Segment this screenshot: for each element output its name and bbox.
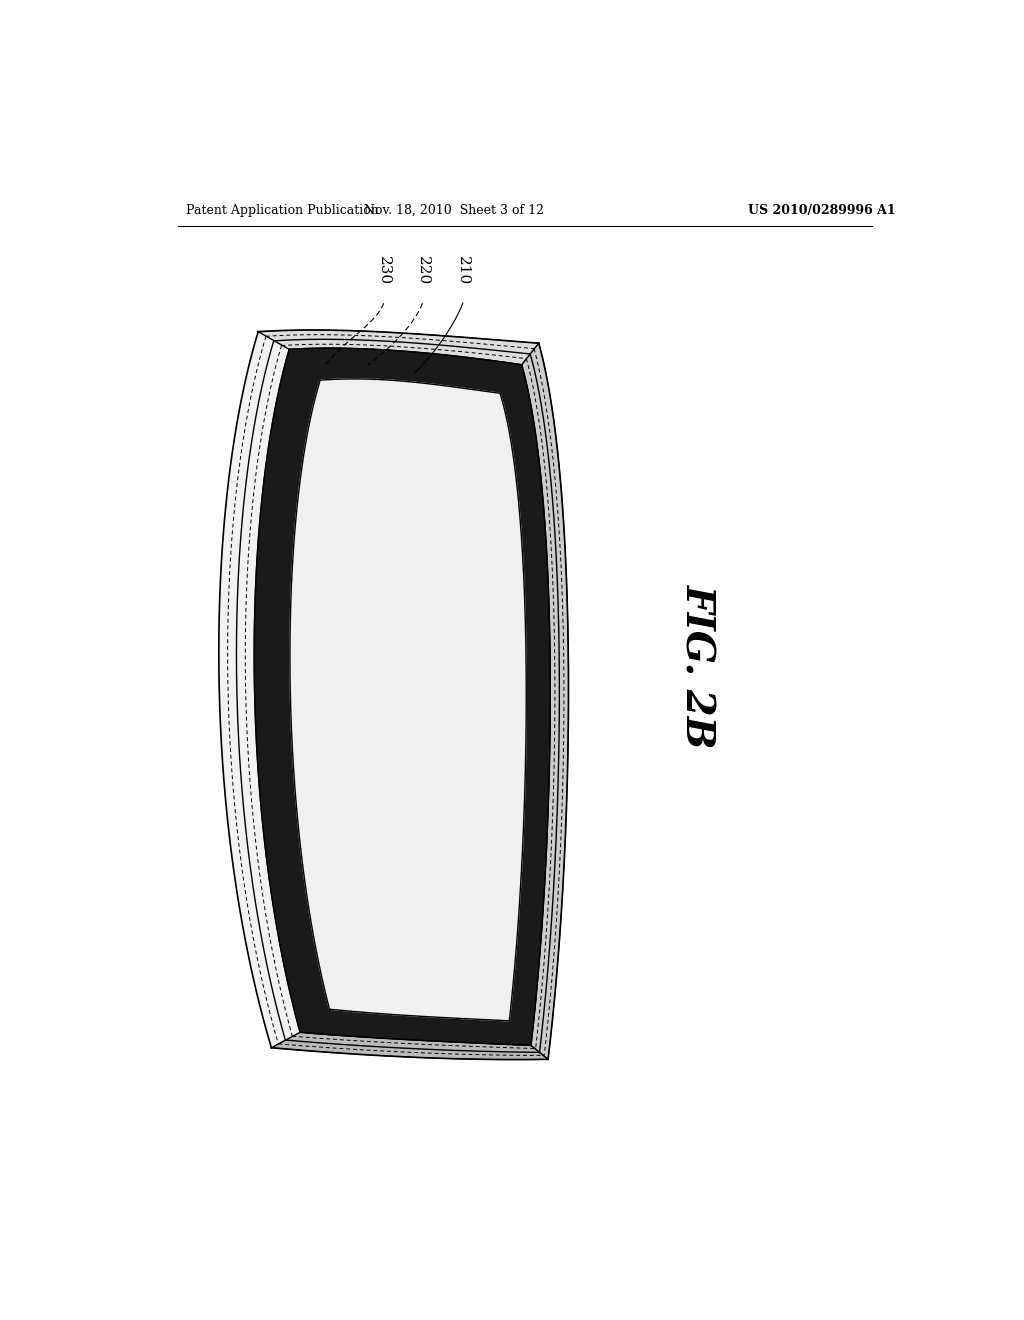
Text: US 2010/0289996 A1: US 2010/0289996 A1 (748, 205, 896, 218)
Polygon shape (521, 343, 568, 1059)
Text: 230: 230 (377, 256, 391, 285)
Text: Patent Application Publication: Patent Application Publication (186, 205, 379, 218)
Text: Nov. 18, 2010  Sheet 3 of 12: Nov. 18, 2010 Sheet 3 of 12 (364, 205, 544, 218)
Polygon shape (271, 1032, 548, 1060)
Polygon shape (219, 330, 568, 1060)
Polygon shape (290, 379, 526, 1020)
Text: FIG. 2B: FIG. 2B (679, 585, 717, 748)
Polygon shape (258, 330, 539, 364)
Text: 210: 210 (456, 256, 470, 285)
Polygon shape (254, 348, 550, 1045)
Text: 220: 220 (416, 256, 429, 285)
